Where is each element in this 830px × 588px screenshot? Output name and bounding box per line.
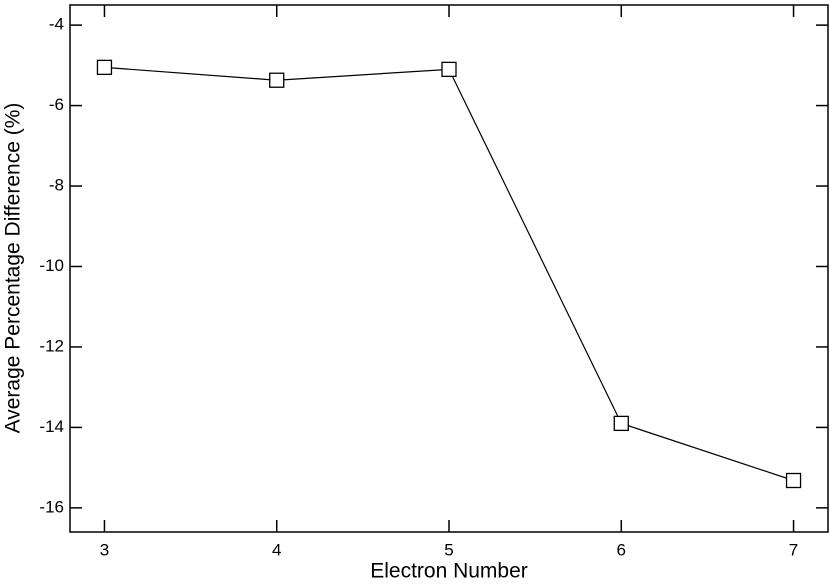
plot-frame (69, 4, 829, 533)
y-tick-label: -16 (39, 497, 64, 516)
x-tick-label: 5 (444, 540, 453, 559)
x-axis-label: Electron Number (370, 560, 528, 583)
y-tick-label: -8 (49, 176, 64, 195)
marker (785, 472, 802, 489)
x-tick-label: 6 (617, 540, 626, 559)
marker (441, 61, 457, 78)
y-tick-label: -6 (49, 95, 64, 114)
marker (269, 72, 285, 88)
y-tick-label: -12 (39, 336, 64, 355)
y-tick-label: -10 (39, 256, 64, 275)
x-tick-label: 7 (789, 540, 798, 559)
data-line (104, 66, 794, 482)
marker (96, 59, 113, 76)
marker (613, 415, 629, 432)
x-tick-label: 4 (272, 540, 281, 559)
y-tick-label: -14 (39, 417, 64, 436)
y-tick-label: -4 (49, 15, 64, 34)
y-axis-label: Average Percentage Difference (%) (2, 103, 25, 434)
x-tick-label: 3 (100, 540, 109, 559)
